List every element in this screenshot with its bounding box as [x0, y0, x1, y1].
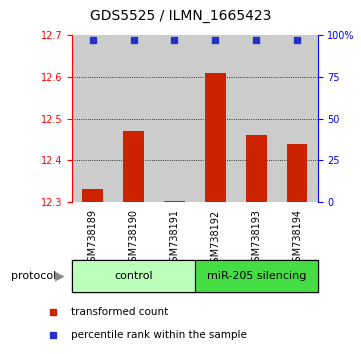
Bar	[277, 35, 318, 202]
Bar	[72, 260, 195, 292]
Text: transformed count: transformed count	[71, 307, 168, 316]
Bar	[287, 144, 308, 202]
Text: protocol: protocol	[11, 271, 56, 281]
Text: percentile rank within the sample: percentile rank within the sample	[71, 330, 247, 340]
Bar	[205, 73, 226, 202]
Bar	[123, 131, 144, 202]
Bar	[72, 35, 113, 202]
Bar	[195, 35, 236, 202]
Bar	[236, 35, 277, 202]
Text: ▶: ▶	[55, 270, 65, 282]
Text: miR-205 silencing: miR-205 silencing	[206, 271, 306, 281]
Bar	[195, 260, 318, 292]
Bar	[82, 189, 103, 202]
Text: control: control	[114, 271, 153, 281]
Text: GDS5525 / ILMN_1665423: GDS5525 / ILMN_1665423	[90, 9, 271, 23]
Bar	[154, 35, 195, 202]
Bar	[246, 135, 266, 202]
Bar	[164, 201, 185, 202]
Bar	[113, 35, 154, 202]
